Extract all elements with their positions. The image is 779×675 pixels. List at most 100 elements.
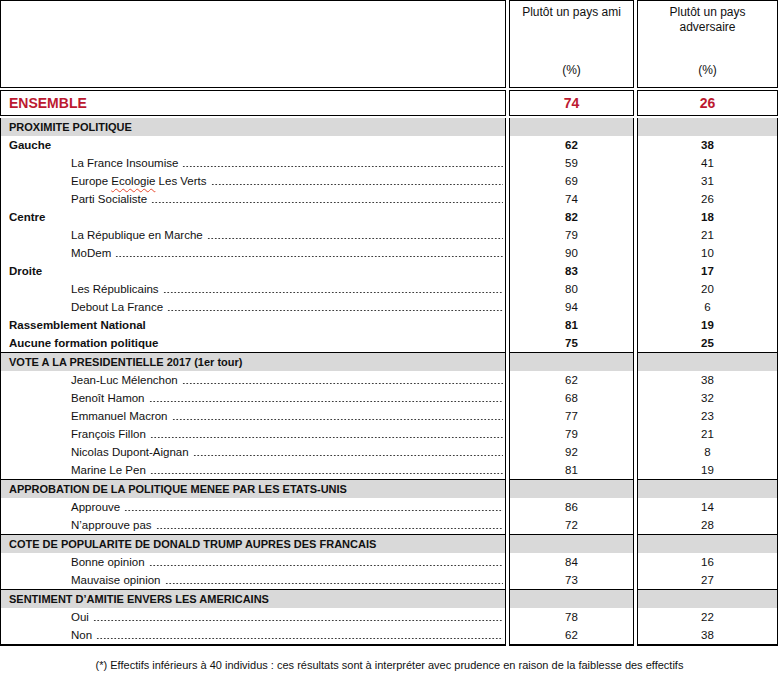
dot-leader [193,443,503,461]
row-label: François Fillon [1,425,505,443]
ami-value: 77 [510,407,633,425]
section-title: APPROBATION DE LA POLITIQUE MENEE PAR LE… [1,480,505,498]
adversaire-body: 38 41 31 26 18 21 10 17 20 6 19 25 38 32… [637,118,778,646]
ami-value: 79 [510,226,633,244]
dot-leader [115,244,503,262]
ensemble-ami-cell: 74 [509,90,634,116]
row-label-text: Debout La France [71,301,163,313]
adv-value: 6 [638,298,777,316]
ami-value: 81 [510,461,633,479]
footnote: (*) Effectifs inférieurs à 40 individus … [0,659,779,671]
adv-value: 32 [638,389,777,407]
row-label: Jean-Luc Mélenchon [1,371,505,389]
section-values: 14 28 [638,479,777,534]
row-label-text: Oui [71,611,89,623]
row-label-text: Jean-Luc Mélenchon [71,374,178,386]
section-title: VOTE A LA PRESIDENTIELLE 2017 (1er tour) [1,353,505,371]
section-band [638,590,777,608]
section-values: 16 27 [638,534,777,589]
adv-value: 20 [638,280,777,298]
row-label: N’approuve pas [1,516,505,534]
section-band [510,118,633,136]
ami-value: 90 [510,244,633,262]
ensemble-adv-cell: 26 [637,90,778,116]
dot-leader [182,154,503,172]
adv-value: 38 [638,626,777,644]
row-label: Parti Socialiste [1,190,505,208]
adversaire-header-cell: Plutôt un pays adversaire (%) [637,0,778,88]
row-label-text: Emmanuel Macron [71,410,168,422]
adv-value: 25 [638,334,777,352]
row-label: Marine Le Pen [1,461,505,479]
ensemble-row: ENSEMBLE [0,90,506,116]
adv-value: 26 [638,190,777,208]
section-band [638,535,777,553]
dot-leader [93,608,503,626]
row-label: MoDem [1,244,505,262]
adversaire-column: Plutôt un pays adversaire (%) 26 38 41 3… [637,0,778,646]
row-label: La République en Marche [1,226,505,244]
dot-leader [150,425,503,443]
row-label: Non [1,626,505,644]
dot-leader [150,461,503,479]
row-label: Bonne opinion [1,553,505,571]
section-title: PROXIMITE POLITIQUE [1,118,505,136]
dot-leader [151,190,503,208]
ami-value: 62 [510,626,633,644]
row-label-text: MoDem [71,247,111,259]
ami-value: 62 [510,371,633,389]
adv-value: 18 [638,208,777,226]
dot-leader [149,389,503,407]
ami-value: 75 [510,334,633,352]
ami-value: 86 [510,498,633,516]
row-label-text: Bonne opinion [71,556,145,568]
adv-value: 16 [638,553,777,571]
ami-column: Plutôt un pays ami (%) 74 62 59 69 74 82… [509,0,634,646]
row-label: Mauvaise opinion [1,571,505,589]
ami-body: 62 59 69 74 82 79 90 83 80 94 81 75 62 6… [509,118,634,646]
section-sentiment: SENTIMENT D’AMITIE ENVERS LES AMERICAINS… [1,589,505,644]
adv-value: 38 [638,136,777,154]
dot-leader [211,172,503,190]
dot-leader [167,298,503,316]
adv-value: 17 [638,262,777,280]
row-label: Europe Ecologie Les Verts [1,172,505,190]
ami-value: 62 [510,136,633,154]
row-label-text: Nicolas Dupont-Aignan [71,446,189,458]
row-label: Rassemblement National [1,316,505,334]
section-values: 62 68 77 79 92 81 [510,352,633,479]
row-label: Debout La France [1,298,505,316]
row-label: Benoît Hamon [1,389,505,407]
ami-value: 79 [510,425,633,443]
section-title: SENTIMENT D’AMITIE ENVERS LES AMERICAINS [1,590,505,608]
section-values: 84 73 [510,534,633,589]
section-approbation: APPROBATION DE LA POLITIQUE MENEE PAR LE… [1,479,505,534]
row-label-text: La République en Marche [71,229,203,241]
dot-leader [172,407,503,425]
row-label-text: La France Insoumise [71,157,178,169]
section-values: 38 41 31 26 18 21 10 17 20 6 19 25 [638,118,777,352]
section-values: 86 72 [510,479,633,534]
row-label: Emmanuel Macron [1,407,505,425]
dot-leader [207,226,503,244]
row-label: Centre [1,208,505,226]
row-label: Aucune formation politique [1,334,505,352]
survey-results-table: ENSEMBLE PROXIMITE POLITIQUE Gauche La F… [0,0,779,646]
ensemble-label: ENSEMBLE [9,95,87,111]
row-label-text: François Fillon [71,428,146,440]
row-label-text: Europe Ecologie Les Verts [71,175,207,187]
row-label: Approuve [1,498,505,516]
adv-value: 23 [638,407,777,425]
row-label: Nicolas Dupont-Aignan [1,443,505,461]
adversaire-percent-unit: (%) [698,63,717,78]
adv-value: 38 [638,371,777,389]
ami-value: 83 [510,262,633,280]
dot-leader [156,516,503,534]
ami-value: 72 [510,516,633,534]
label-part: Europe [71,175,111,187]
adv-value: 22 [638,608,777,626]
adv-value: 14 [638,498,777,516]
ami-value: 59 [510,154,633,172]
ami-value: 82 [510,208,633,226]
row-label-text: Benoît Hamon [71,392,145,404]
